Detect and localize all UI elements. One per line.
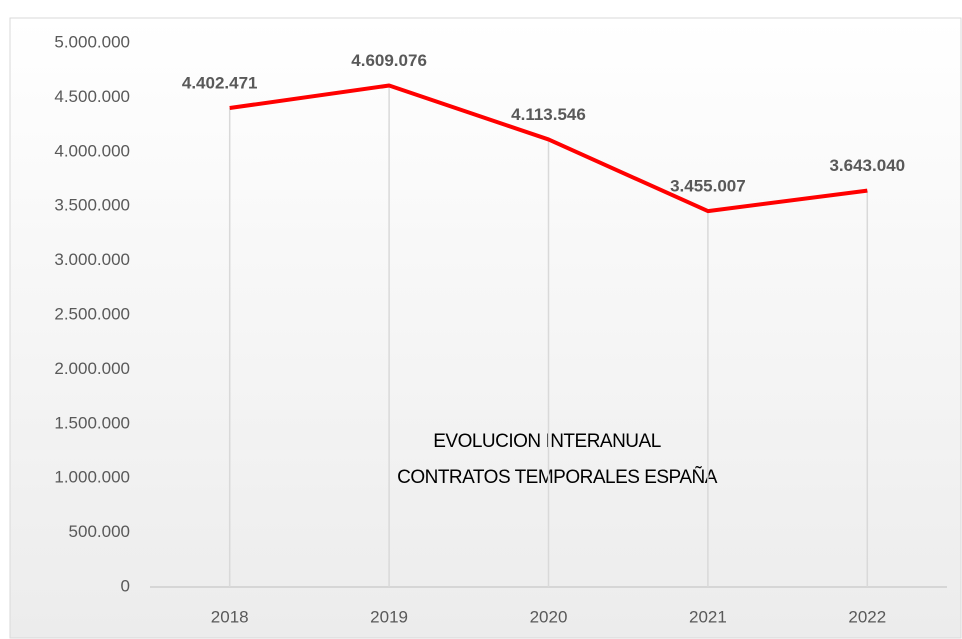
- x-tick-label: 2018: [211, 607, 249, 626]
- y-tick-label: 2.000.000: [54, 359, 130, 378]
- x-tick-label: 2021: [689, 607, 727, 626]
- x-tick-label: 2019: [370, 607, 408, 626]
- y-tick-label: 0: [121, 576, 130, 595]
- y-tick-label: 1.500.000: [54, 413, 130, 432]
- data-label: 3.643.040: [829, 156, 905, 175]
- y-tick-label: 2.500.000: [54, 304, 130, 323]
- y-tick-label: 3.000.000: [54, 250, 130, 269]
- y-tick-label: 3.500.000: [54, 196, 130, 215]
- data-label: 3.455.007: [670, 177, 746, 196]
- y-tick-label: 4.500.000: [54, 87, 130, 106]
- y-tick-label: 4.000.000: [54, 141, 130, 160]
- data-label: 4.402.471: [182, 73, 258, 92]
- data-label: 4.113.546: [511, 105, 586, 124]
- chart-title: CONTRATOS TEMPORALES ESPAÑA: [397, 466, 718, 488]
- y-tick-label: 5.000.000: [54, 32, 130, 51]
- chart-title: EVOLUCION INTERANUAL: [433, 431, 661, 452]
- x-tick-label: 2022: [848, 607, 886, 626]
- series-line: [229, 83, 868, 214]
- x-tick-label: 2020: [530, 607, 568, 626]
- data-label: 4.609.076: [351, 51, 427, 70]
- y-tick-label: 1.000.000: [54, 468, 130, 487]
- y-tick-label: 500.000: [69, 522, 130, 541]
- chart-frame: [9, 17, 962, 639]
